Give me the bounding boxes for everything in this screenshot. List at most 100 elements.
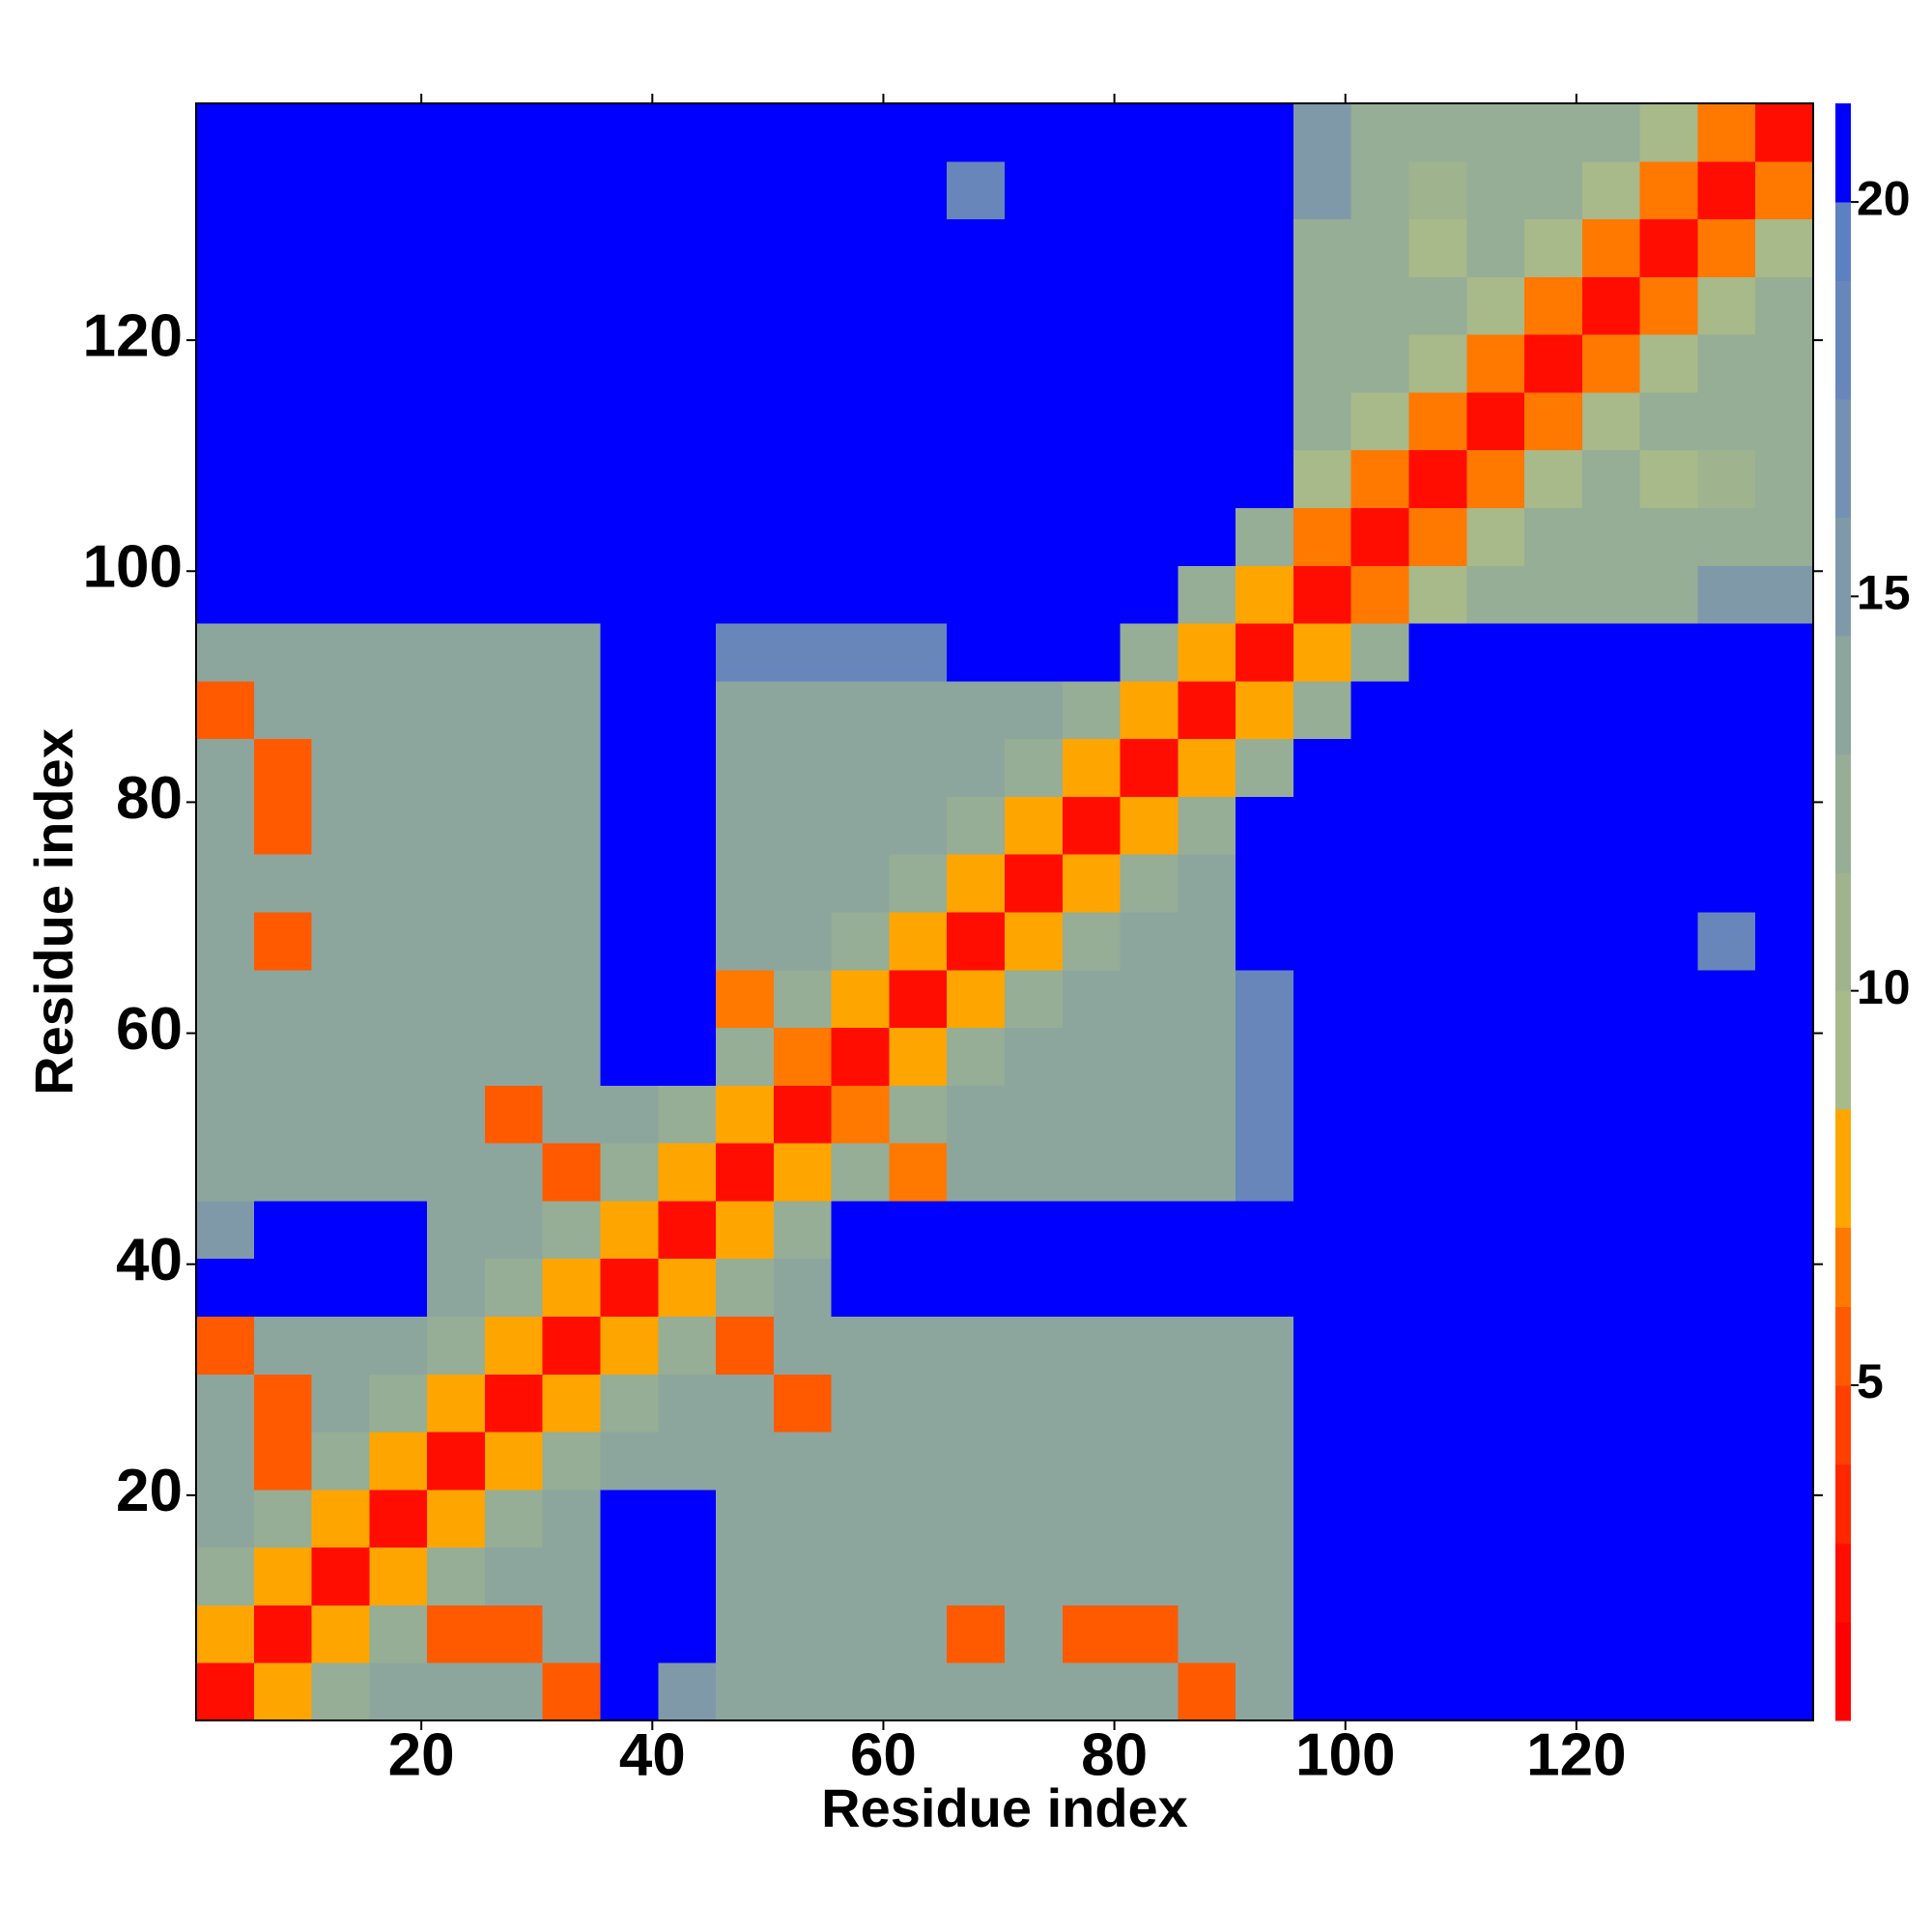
heatmap-cell <box>1350 391 1409 451</box>
heatmap-cell <box>1524 1662 1583 1721</box>
heatmap-cell <box>196 738 255 797</box>
colorbar-band <box>1835 1543 1851 1623</box>
heatmap-cell <box>1408 565 1467 624</box>
heatmap-cell <box>1697 160 1756 220</box>
heatmap-cell <box>484 1489 544 1548</box>
heatmap-cell <box>1350 1547 1409 1605</box>
heatmap-cell <box>369 1027 428 1086</box>
heatmap-cell <box>773 391 833 451</box>
heatmap-cell <box>1293 1489 1352 1548</box>
heatmap-cell <box>1350 796 1409 855</box>
heatmap-cell <box>1062 1374 1122 1433</box>
heatmap-cell <box>1293 1143 1352 1202</box>
heatmap-cell <box>1178 969 1236 1029</box>
heatmap-cell <box>311 276 370 335</box>
heatmap-cell <box>542 912 601 971</box>
heatmap-cell <box>1524 1316 1583 1375</box>
heatmap-cell <box>1639 449 1698 508</box>
heatmap-cell <box>1524 1547 1583 1605</box>
heatmap-cell <box>600 1258 659 1317</box>
heatmap-cell <box>1408 1027 1467 1086</box>
heatmap-cell <box>716 969 775 1029</box>
heatmap-cell <box>1120 1662 1179 1721</box>
heatmap-cell <box>773 1432 833 1491</box>
heatmap-cell <box>427 1547 486 1605</box>
heatmap-cell <box>1236 680 1294 740</box>
heatmap-cell <box>369 1374 428 1433</box>
heatmap-cell <box>1755 1547 1814 1605</box>
heatmap-cell <box>831 969 890 1029</box>
heatmap-cell <box>253 623 313 682</box>
colorbar-band <box>1835 990 1851 1110</box>
heatmap-cell <box>947 1662 1006 1721</box>
heatmap-cell <box>1178 1027 1236 1086</box>
heatmap-cell <box>1524 449 1583 508</box>
heatmap-cell <box>1466 565 1525 624</box>
heatmap-cell <box>773 1547 833 1605</box>
heatmap-cell <box>484 623 544 682</box>
heatmap-cell <box>311 1662 370 1721</box>
heatmap-cell <box>1755 1258 1814 1317</box>
heatmap-cell <box>1005 738 1064 797</box>
heatmap-cell <box>1236 969 1294 1029</box>
heatmap-cell <box>1062 1316 1122 1375</box>
heatmap-cell <box>889 680 948 740</box>
heatmap-cell <box>889 1489 948 1548</box>
heatmap-cell <box>773 738 833 797</box>
heatmap-cell <box>1350 276 1409 335</box>
heatmap-cell <box>1639 1027 1698 1086</box>
heatmap-cell <box>253 1085 313 1144</box>
heatmap-cell <box>658 160 717 220</box>
heatmap-cell <box>427 218 486 277</box>
heatmap-cell <box>889 1143 948 1202</box>
heatmap-cell <box>542 969 601 1029</box>
heatmap-cell <box>369 912 428 971</box>
heatmap-cell <box>831 680 890 740</box>
heatmap-cell <box>1293 680 1352 740</box>
heatmap-cell <box>1178 1200 1236 1260</box>
heatmap-cell <box>1524 1605 1583 1663</box>
x-tick-label: 120 <box>1526 1721 1626 1788</box>
heatmap-cell <box>369 565 428 624</box>
heatmap-cell <box>1236 623 1294 682</box>
heatmap-cell <box>542 1489 601 1548</box>
heatmap-cell <box>1120 276 1179 335</box>
heatmap-cell <box>773 1027 833 1086</box>
heatmap-cell <box>600 623 659 682</box>
heatmap-cell <box>1755 1374 1814 1433</box>
heatmap-cell <box>1408 1085 1467 1144</box>
heatmap-cell <box>1236 103 1294 162</box>
heatmap-cell <box>253 1027 313 1086</box>
heatmap-cell <box>1062 623 1122 682</box>
heatmap-cell <box>1120 623 1179 682</box>
heatmap-cell <box>542 1143 601 1202</box>
heatmap-cell <box>1581 1432 1641 1491</box>
heatmap-cell <box>831 738 890 797</box>
heatmap-cell <box>831 1143 890 1202</box>
heatmap-cell <box>1408 1547 1467 1605</box>
colorbar-band <box>1835 1463 1851 1544</box>
heatmap-cell <box>1697 1374 1756 1433</box>
heatmap-cell <box>1005 1316 1064 1375</box>
heatmap-cell <box>484 1547 544 1605</box>
heatmap-cell <box>1639 334 1698 393</box>
heatmap-cell <box>196 1432 255 1491</box>
heatmap-cell <box>369 218 428 277</box>
heatmap-cell <box>311 680 370 740</box>
heatmap-cell <box>1236 1085 1294 1144</box>
heatmap-cell <box>427 796 486 855</box>
heatmap-cell <box>369 334 428 393</box>
heatmap-cell <box>658 449 717 508</box>
heatmap-cell <box>1466 391 1525 451</box>
heatmap-cell <box>1466 276 1525 335</box>
heatmap-cell <box>773 276 833 335</box>
heatmap-cell <box>1639 1316 1698 1375</box>
heatmap-cell <box>716 623 775 682</box>
heatmap-cell <box>889 1432 948 1491</box>
heatmap-cell <box>1408 1258 1467 1317</box>
heatmap-cell <box>427 1662 486 1721</box>
heatmap-cell <box>1236 854 1294 913</box>
heatmap-cell <box>658 623 717 682</box>
heatmap-cell <box>1466 103 1525 162</box>
